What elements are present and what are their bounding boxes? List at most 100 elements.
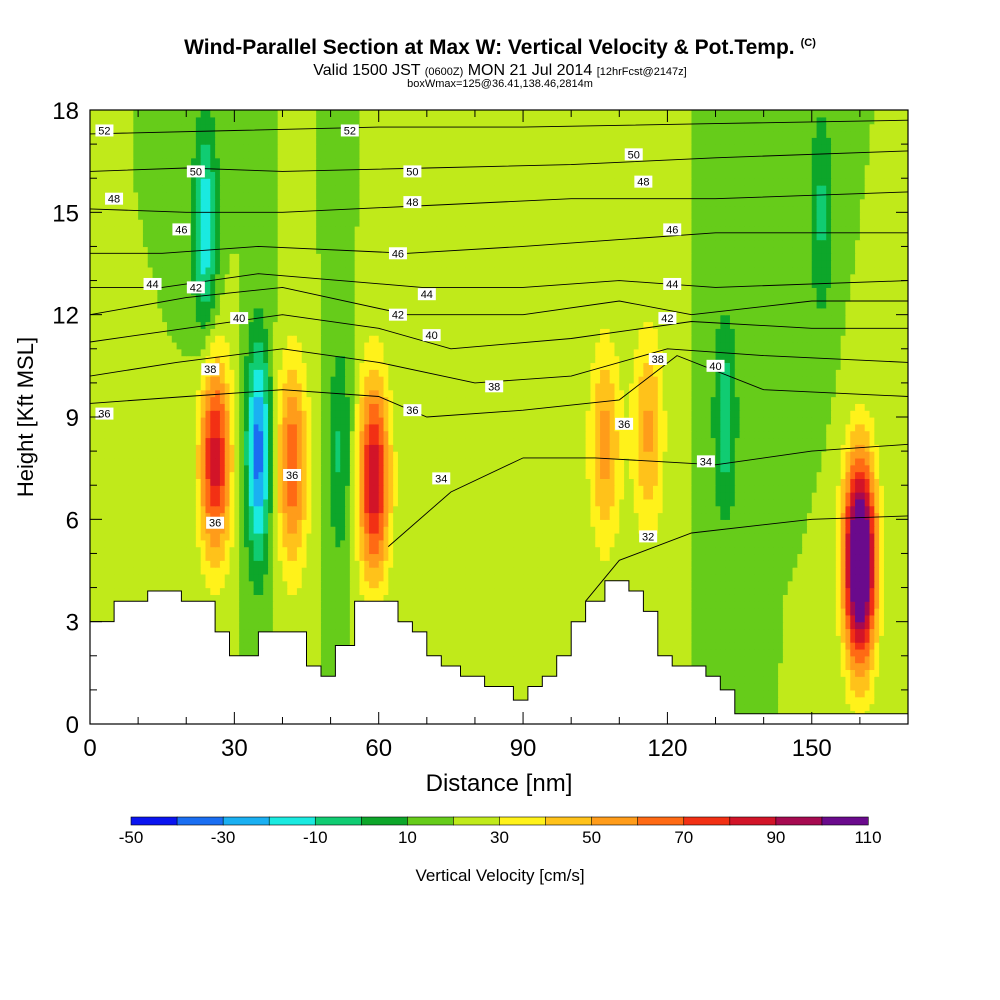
velocity-cell [258, 553, 264, 561]
velocity-cell [330, 621, 336, 630]
velocity-cell [787, 648, 794, 657]
velocity-cell [94, 539, 101, 548]
velocity-cell [243, 580, 250, 589]
velocity-cell [191, 560, 197, 568]
velocity-cell [166, 553, 173, 561]
velocity-cell [725, 532, 731, 541]
velocity-cell [633, 546, 640, 555]
velocity-cell [268, 546, 274, 555]
velocity-cell [272, 601, 279, 609]
velocity-cell [778, 703, 784, 711]
velocity-cell [426, 532, 433, 541]
velocity-cell [744, 683, 750, 691]
velocity-cell [677, 526, 683, 534]
velocity-cell [455, 580, 462, 589]
velocity-cell [758, 703, 765, 711]
velocity-cell [455, 573, 462, 582]
velocity-cell [883, 703, 890, 711]
velocity-cell [855, 648, 861, 657]
velocity-cell [503, 621, 510, 630]
velocity-cell [162, 526, 168, 534]
velocity-cell [725, 587, 731, 595]
velocity-cell [840, 648, 847, 657]
velocity-cell [754, 526, 760, 534]
velocity-cell [489, 648, 495, 657]
velocity-cell [787, 683, 794, 691]
velocity-cell [888, 648, 895, 657]
velocity-cell [551, 642, 558, 650]
velocity-cell [474, 526, 481, 534]
velocity-cell [575, 546, 582, 555]
velocity-cell [792, 662, 798, 671]
velocity-cell [696, 587, 702, 595]
velocity-cell [855, 546, 861, 555]
velocity-cell [893, 526, 899, 534]
velocity-cell [123, 519, 130, 527]
velocity-cell [561, 628, 567, 636]
velocity-cell [575, 573, 582, 582]
velocity-cell [826, 546, 832, 555]
velocity-cell [806, 601, 813, 609]
velocity-cell [903, 526, 908, 534]
velocity-cell [479, 621, 486, 630]
velocity-cell [898, 683, 904, 691]
velocity-cell [758, 560, 765, 568]
velocity-cell [378, 580, 385, 589]
velocity-cell [792, 601, 798, 609]
velocity-cell [494, 662, 500, 671]
velocity-cell [253, 621, 260, 630]
velocity-cell [831, 676, 837, 684]
velocity-cell [431, 526, 438, 534]
velocity-cell [138, 567, 144, 575]
velocity-cell [705, 655, 712, 664]
velocity-cell [739, 703, 745, 711]
velocity-cell [590, 532, 596, 541]
velocity-cell [850, 642, 856, 650]
velocity-cell [263, 614, 269, 623]
velocity-cell [855, 526, 861, 534]
velocity-cell [114, 560, 120, 568]
velocity-cell [705, 539, 712, 548]
velocity-cell [465, 669, 471, 677]
velocity-cell [734, 553, 741, 561]
velocity-cell [754, 696, 760, 705]
velocity-cell [142, 553, 149, 561]
velocity-cell [831, 553, 837, 561]
velocity-cell [263, 594, 269, 602]
velocity-cell [494, 608, 500, 616]
velocity-cell [677, 546, 683, 555]
velocity-cell [542, 567, 548, 575]
velocity-cell [359, 560, 365, 568]
velocity-cell [162, 532, 168, 541]
velocity-cell [643, 573, 649, 582]
velocity-cell [494, 573, 500, 582]
velocity-cell [460, 642, 466, 650]
velocity-cell [754, 655, 760, 664]
velocity-cell [763, 532, 770, 541]
velocity-cell [123, 553, 130, 561]
velocity-cell [219, 614, 226, 623]
velocity-cell [272, 519, 279, 527]
velocity-cell [739, 676, 745, 684]
velocity-cell [412, 532, 418, 541]
velocity-cell [287, 587, 293, 595]
velocity-cell [566, 580, 572, 589]
velocity-cell [566, 546, 572, 555]
velocity-cell [330, 628, 336, 636]
velocity-cell [239, 594, 245, 602]
velocity-cell [826, 696, 832, 705]
velocity-cell [840, 546, 847, 555]
velocity-cell [450, 628, 457, 636]
velocity-cell [104, 601, 110, 609]
velocity-cell [436, 532, 442, 541]
velocity-cell [479, 635, 486, 643]
velocity-cell [450, 648, 457, 657]
velocity-cell [104, 580, 110, 589]
velocity-cell [802, 580, 808, 589]
velocity-cell [527, 635, 534, 643]
velocity-cell [128, 546, 134, 555]
velocity-cell [739, 532, 745, 541]
velocity-cell [864, 635, 871, 643]
velocity-cell [383, 567, 389, 575]
velocity-cell [773, 662, 779, 671]
